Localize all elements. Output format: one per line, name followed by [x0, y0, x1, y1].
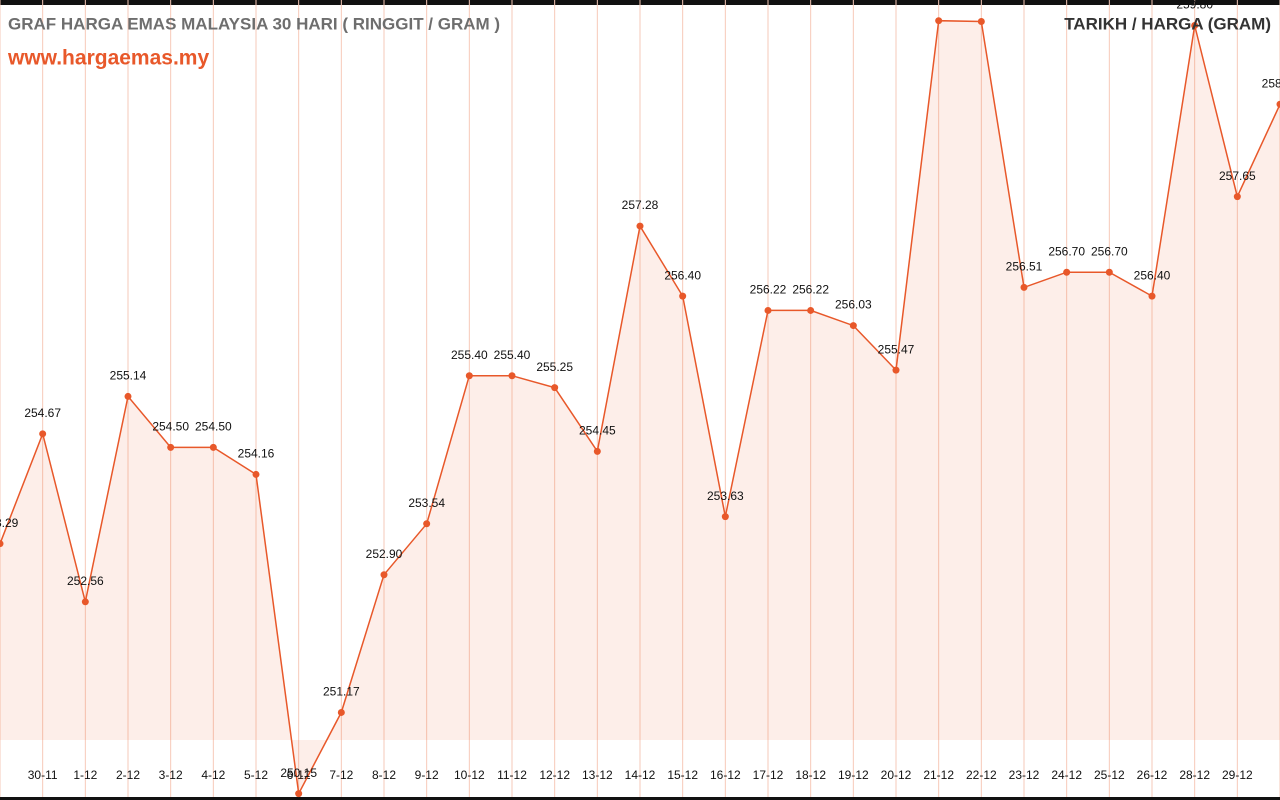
value-label: 256.40 — [664, 268, 701, 282]
value-label: 256.40 — [1134, 268, 1171, 282]
value-label: 251.17 — [323, 685, 360, 699]
point — [1233, 193, 1241, 201]
x-tick-label: 2-12 — [116, 768, 140, 782]
x-tick-label: 28-12 — [1179, 768, 1210, 782]
x-tick-label: 3-12 — [159, 768, 183, 782]
point — [1063, 268, 1071, 276]
value-label: 254.50 — [195, 420, 232, 434]
value-label: 256.22 — [792, 283, 829, 297]
x-tick-label: 1-12 — [73, 768, 97, 782]
point — [295, 790, 303, 798]
point — [679, 292, 687, 300]
axis-label: TARIKH / HARGA (GRAM) — [1064, 14, 1271, 33]
value-label: 253.29 — [0, 516, 19, 530]
value-label: 258.81 — [1262, 76, 1280, 90]
x-tick-label: 22-12 — [966, 768, 997, 782]
point — [124, 392, 132, 400]
value-label: 256.03 — [835, 298, 872, 312]
x-tick-label: 21-12 — [923, 768, 954, 782]
value-label: 255.25 — [536, 360, 573, 374]
value-label: 256.51 — [1006, 260, 1043, 274]
value-label: 256.22 — [750, 283, 787, 297]
value-label: 255.40 — [451, 348, 488, 362]
x-tick-label: 19-12 — [838, 768, 869, 782]
point — [337, 708, 345, 716]
point — [764, 306, 772, 314]
x-tick-label: 30-11 — [28, 768, 58, 782]
x-tick-label: 25-12 — [1094, 768, 1125, 782]
chart-subtitle: www.hargaemas.my — [7, 47, 209, 70]
x-tick-label: 11-12 — [497, 768, 527, 782]
value-label: 256.70 — [1048, 244, 1085, 258]
value-label: 254.67 — [24, 406, 61, 420]
point — [423, 520, 431, 528]
point — [551, 384, 559, 392]
x-tick-label: 23-12 — [1009, 768, 1040, 782]
point — [1148, 292, 1156, 300]
value-label: 257.65 — [1219, 169, 1256, 183]
point — [209, 443, 217, 451]
value-label: 259.80 — [1176, 0, 1213, 12]
x-tick-label: 17-12 — [753, 768, 784, 782]
x-tick-label: 24-12 — [1051, 768, 1082, 782]
point — [167, 443, 175, 451]
point — [39, 430, 47, 438]
x-tick-label: 13-12 — [582, 768, 613, 782]
area — [0, 20, 1280, 794]
point — [636, 222, 644, 230]
x-tick-label: 18-12 — [795, 768, 826, 782]
x-tick-label: 15-12 — [667, 768, 698, 782]
x-tick-label: 14-12 — [625, 768, 656, 782]
x-tick-label: 8-12 — [372, 768, 396, 782]
x-tick-label: 6-12 — [287, 768, 311, 782]
x-tick-label: 26-12 — [1137, 768, 1168, 782]
value-label: 256.70 — [1091, 244, 1128, 258]
point — [1105, 268, 1113, 276]
value-label: 255.47 — [878, 342, 915, 356]
x-tick-label: 16-12 — [710, 768, 741, 782]
x-tick-label: 5-12 — [244, 768, 268, 782]
point — [1020, 283, 1028, 291]
point — [380, 571, 388, 579]
value-label: 253.63 — [707, 489, 744, 503]
value-label: 257.28 — [622, 198, 659, 212]
point — [1191, 21, 1199, 29]
value-label: 255.40 — [494, 348, 531, 362]
point — [721, 513, 729, 521]
x-tick-label: 20-12 — [881, 768, 912, 782]
x-tick-label: 10-12 — [454, 768, 485, 782]
value-label: 253.54 — [408, 496, 445, 510]
value-label: 255.14 — [110, 369, 147, 383]
x-tick-label: 9-12 — [415, 768, 439, 782]
point — [252, 470, 260, 478]
chart-title: GRAF HARGA EMAS MALAYSIA 30 HARI ( RINGG… — [8, 14, 500, 33]
point — [1276, 100, 1280, 108]
point — [892, 366, 900, 374]
value-label: 254.45 — [579, 424, 616, 438]
value-label: 252.90 — [366, 547, 403, 561]
point — [849, 322, 857, 330]
x-tick-label: 7-12 — [329, 768, 353, 782]
value-label: 254.16 — [238, 447, 275, 461]
bottom-bar — [0, 797, 1280, 800]
point — [0, 540, 4, 548]
point — [807, 306, 815, 314]
value-label: 250.15 — [280, 766, 317, 780]
value-label: 252.56 — [67, 574, 104, 588]
point — [465, 372, 473, 380]
x-tick-label: 29-12 — [1222, 768, 1253, 782]
point — [977, 17, 985, 25]
point — [81, 598, 89, 606]
value-label: 254.50 — [152, 420, 189, 434]
point — [508, 372, 516, 380]
point — [935, 17, 943, 25]
x-tick-label: 12-12 — [539, 768, 570, 782]
point — [593, 447, 601, 455]
x-tick-label: 4-12 — [201, 768, 225, 782]
